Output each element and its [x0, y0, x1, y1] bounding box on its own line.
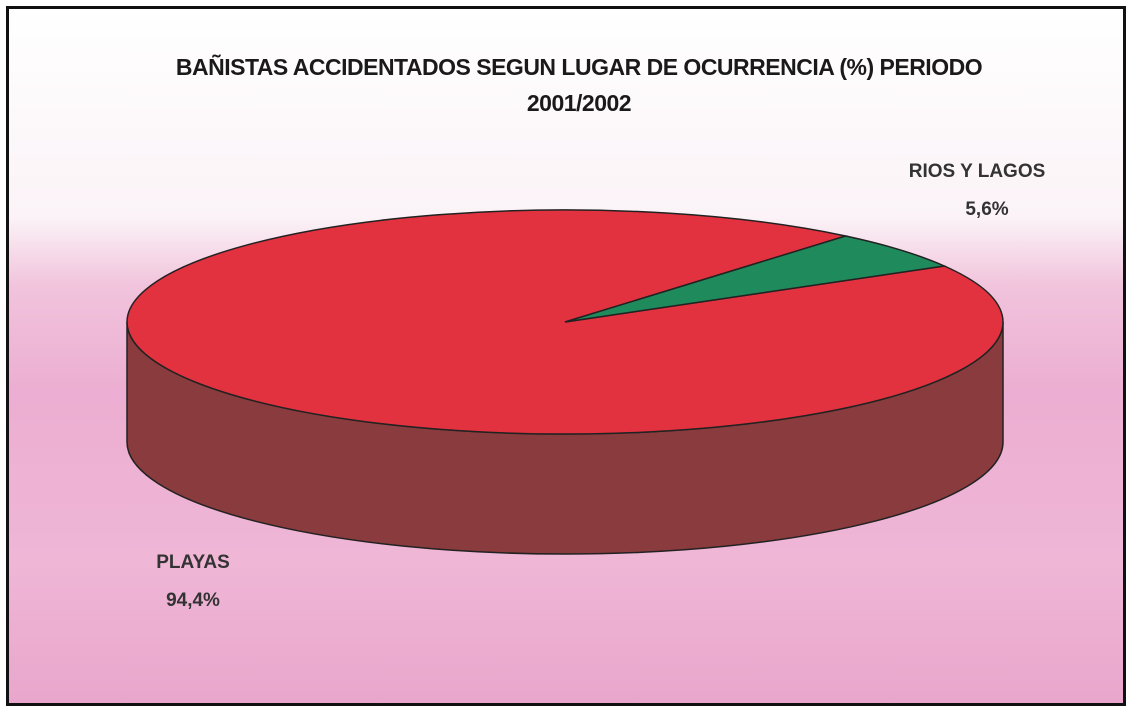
- pie-slice: [564, 235, 947, 323]
- chart: BAÑISTAS ACCIDENTADOS SEGUN LUGAR DE OCU…: [6, 6, 1126, 706]
- chart-title: BAÑISTAS ACCIDENTADOS SEGUN LUGAR DE OCU…: [175, 54, 983, 116]
- slice-value-label: 94,4%: [166, 590, 220, 611]
- slice-value-label: 5,6%: [965, 199, 1008, 220]
- slice-label: RIOS Y LAGOS: [909, 161, 1046, 182]
- slice-label: PLAYAS: [156, 552, 230, 573]
- plot: PLAYAS 94,4% RIOS Y LAGOS 5,6%: [126, 161, 1046, 611]
